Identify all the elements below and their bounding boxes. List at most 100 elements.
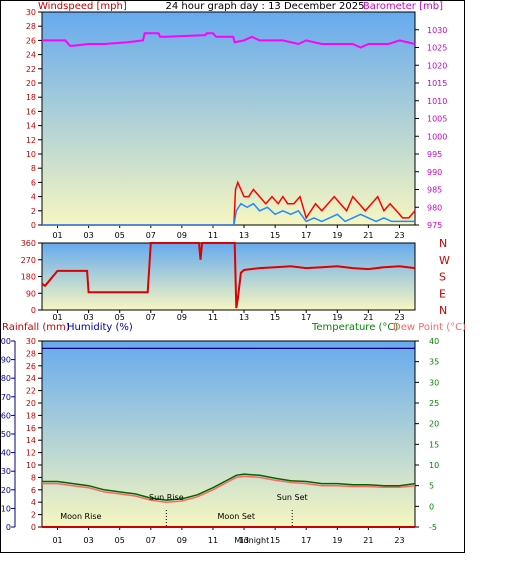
wind-ytick-label: 2 <box>31 207 36 216</box>
xtick-label: 07 <box>146 536 156 545</box>
hum-ytick-label: 100 <box>0 337 11 346</box>
temp-ytick-label: 20 <box>429 420 439 429</box>
temp-ytick-label: 35 <box>429 358 439 367</box>
compass-label: N <box>439 237 447 250</box>
xtick-label: 17 <box>301 536 311 545</box>
temp-ytick-label: 40 <box>429 337 439 346</box>
hum-ytick-label: 60 <box>1 411 11 420</box>
direction-plot-area <box>41 242 416 311</box>
dir-ytick-label: 270 <box>21 256 36 265</box>
baro-axis-ticks: 975 980 985 990 995 1000 1005 1010 1015 1020 1025 1… <box>415 26 447 230</box>
temp-ytick-label: -5 <box>429 523 437 532</box>
xtick-label: 15 <box>270 313 280 322</box>
rain-ytick-label: 0 <box>31 523 36 532</box>
avg_wind-line <box>42 202 415 226</box>
compass-label: W <box>439 254 450 267</box>
temp-hum-rain-panel: 0102030405060708090100 02468101214161820… <box>0 337 439 545</box>
direction-x-ticks: 01 03 05 07 09 11 13 15 17 19 21 23 <box>52 310 405 322</box>
wind-ytick-label: 14 <box>26 122 36 131</box>
baro-ytick-label: 1010 <box>427 97 447 106</box>
baro-ytick-label: 985 <box>427 186 442 195</box>
baro-ytick-label: 1000 <box>427 132 447 141</box>
baro-ytick-label: 1015 <box>427 79 447 88</box>
rain-ytick-label: 10 <box>26 461 36 470</box>
rain-ytick-label: 2 <box>31 511 36 520</box>
xtick-label: 11 <box>208 313 218 322</box>
hum-ytick-label: 20 <box>1 486 11 495</box>
baro-ytick-label: 980 <box>427 203 442 212</box>
dewpoint-line <box>42 475 416 503</box>
wind-baro-plot-area <box>41 11 416 226</box>
hum-ytick-label: 70 <box>1 393 11 402</box>
xtick-label: 21 <box>363 231 373 240</box>
dir-ytick-label: 360 <box>21 239 36 248</box>
baro-ytick-label: 1025 <box>427 44 447 53</box>
direction-line <box>41 242 416 309</box>
compass-label: N <box>439 304 447 317</box>
dir-ytick-label: 0 <box>31 306 36 315</box>
xtick-label: 05 <box>115 536 125 545</box>
xtick-label: 21 <box>363 313 373 322</box>
wind-ytick-label: 12 <box>26 136 36 145</box>
astro-annotations: Moon Rise Sun Rise Moon Set Sun Set Midnight <box>60 493 307 545</box>
rain-axis-title: Rainfall (mm) <box>2 322 70 333</box>
xtick-label: 19 <box>332 231 342 240</box>
xtick-label: 05 <box>115 313 125 322</box>
wind-ytick-label: 4 <box>31 193 36 202</box>
wind-ytick-label: 22 <box>26 65 36 74</box>
rain-ytick-label: 8 <box>31 473 36 482</box>
wind-axis-title: Windspeed [mph] <box>38 1 127 12</box>
barometer-line <box>42 32 416 49</box>
xtick-label: 05 <box>115 231 125 240</box>
astro-label: Moon Set <box>218 512 255 521</box>
temperature-axis-ticks: -5 0 5 10 15 20 25 30 35 40 <box>415 337 439 532</box>
temp-plot-area <box>41 340 416 528</box>
baro-ytick-label: 975 <box>427 221 442 230</box>
wind-ytick-label: 18 <box>26 93 36 102</box>
xtick-label: 03 <box>84 536 94 545</box>
wind-x-ticks: 01 03 05 07 09 11 13 15 17 19 21 23 <box>52 225 405 240</box>
temp-ytick-label: 5 <box>429 482 434 491</box>
xtick-label: 07 <box>146 231 156 240</box>
wind-baro-lines <box>42 32 416 226</box>
direction-axis-ticks: 0 90 180 270 360 <box>21 239 42 315</box>
baro-ytick-label: 995 <box>427 150 442 159</box>
rain-ytick-label: 12 <box>26 449 36 458</box>
xtick-label: 11 <box>208 536 218 545</box>
hum-ytick-label: 10 <box>1 504 11 513</box>
xtick-label: 11 <box>208 231 218 240</box>
wind-ytick-label: 30 <box>26 8 36 17</box>
hum-ytick-label: 90 <box>1 356 11 365</box>
compass-label: S <box>439 271 446 284</box>
baro-ytick-label: 990 <box>427 168 442 177</box>
rain-ytick-label: 24 <box>26 374 36 383</box>
rain-ytick-label: 28 <box>26 349 36 358</box>
wind-ytick-label: 26 <box>26 36 36 45</box>
rain-ytick-label: 4 <box>31 498 36 507</box>
xtick-label: 13 <box>239 313 249 322</box>
wind-ytick-label: 0 <box>31 221 36 230</box>
xtick-label: 19 <box>332 313 342 322</box>
rain-ytick-label: 18 <box>26 411 36 420</box>
xtick-label: 23 <box>394 536 404 545</box>
xtick-label: 09 <box>177 231 187 240</box>
dir-ytick-label: 180 <box>21 273 36 282</box>
xtick-label: 17 <box>301 313 311 322</box>
hum-ytick-label: 0 <box>6 523 11 532</box>
wind-ytick-label: 24 <box>26 51 36 60</box>
wind-ytick-label: 28 <box>26 22 36 31</box>
baro-axis-title: Barometer [mb] <box>363 1 443 12</box>
humidity-axis-ticks: 0 10 20 30 40 50 60 70 80 90 100 <box>0 337 16 532</box>
xtick-label: 07 <box>146 313 156 322</box>
astro-label: Sun Rise <box>149 493 184 502</box>
rain-ytick-label: 14 <box>26 436 36 445</box>
xtick-label: 15 <box>270 231 280 240</box>
wind-ytick-label: 6 <box>31 178 36 187</box>
baro-ytick-label: 1030 <box>427 26 447 35</box>
xtick-label: 15 <box>270 536 280 545</box>
